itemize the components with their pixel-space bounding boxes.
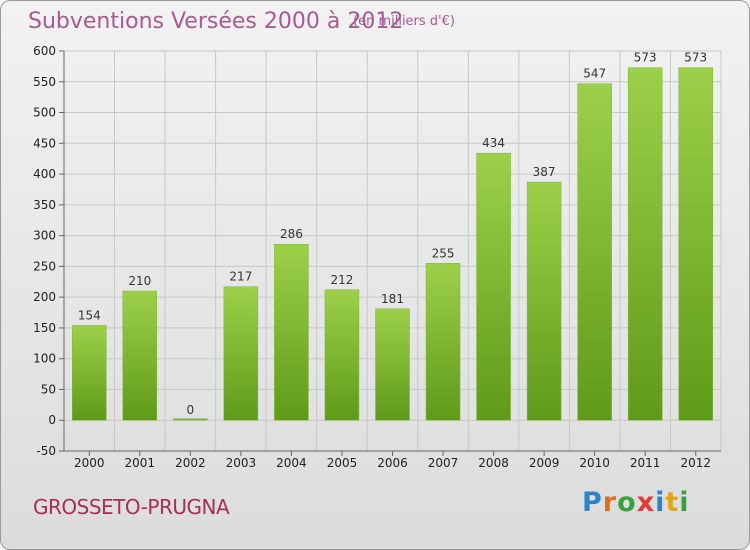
x-tick-label-2004: 2004 <box>276 456 307 470</box>
data-label-2010: 547 <box>583 67 606 81</box>
logo-letter: i <box>655 487 666 518</box>
y-tick-label: 500 <box>33 106 56 120</box>
x-tick-label-2009: 2009 <box>529 456 560 470</box>
data-label-2005: 212 <box>331 273 354 287</box>
data-label-2009: 387 <box>533 165 556 179</box>
data-label-2006: 181 <box>381 292 404 306</box>
bar-2007 <box>425 263 461 421</box>
bar-2001 <box>122 290 158 421</box>
data-label-2001: 210 <box>128 274 151 288</box>
data-label-2000: 154 <box>78 308 101 322</box>
x-tick-label-2001: 2001 <box>125 456 156 470</box>
logo-letter: t <box>665 487 680 518</box>
logo-letter: P <box>582 487 603 518</box>
x-tick-label-2003: 2003 <box>226 456 257 470</box>
y-tick-label: 100 <box>33 352 56 366</box>
y-tick-label: 300 <box>33 229 56 243</box>
x-tick-label-2000: 2000 <box>74 456 105 470</box>
x-tick-label-2002: 2002 <box>175 456 206 470</box>
bar-2005 <box>324 289 360 421</box>
chart-title: Subventions Versées 2000 à 2012 <box>28 9 404 34</box>
y-tick-label: 200 <box>33 290 56 304</box>
bar-2009 <box>526 181 562 421</box>
y-tick-label: 600 <box>33 44 56 58</box>
x-tick-label-2008: 2008 <box>478 456 509 470</box>
bar-2011 <box>627 67 663 421</box>
y-tick-label: 400 <box>33 167 56 181</box>
logo-letter: x <box>636 487 656 518</box>
data-label-2012: 573 <box>684 51 707 65</box>
bars <box>72 67 713 421</box>
data-label-2007: 255 <box>432 246 455 260</box>
bar-2004 <box>274 243 309 421</box>
x-tick-label-2005: 2005 <box>327 456 358 470</box>
bar-2003 <box>223 286 259 421</box>
y-tick-label: 550 <box>33 75 56 89</box>
y-tick-label: 0 <box>48 413 56 427</box>
commune-name: GROSSETO-PRUGNA <box>33 495 230 519</box>
bar-2008 <box>476 152 511 421</box>
y-tick-label: 250 <box>33 259 56 273</box>
data-label-2008: 434 <box>482 136 505 150</box>
y-tick-label: 50 <box>41 382 56 396</box>
logo-letter: i <box>679 487 690 518</box>
data-labels: 154 210 0 217 286 212 181 255 434 387 547 573 573 <box>78 51 707 418</box>
y-tick-label: -50 <box>36 444 56 458</box>
y-tick-label: 350 <box>33 198 56 212</box>
x-tick-label-2007: 2007 <box>428 456 459 470</box>
bar-2002 <box>173 418 208 421</box>
bar-2010 <box>577 83 612 421</box>
x-tick-label-2010: 2010 <box>579 456 610 470</box>
bar-2000 <box>72 325 107 421</box>
bar-2012 <box>678 67 713 421</box>
y-tick-label: 150 <box>33 321 56 335</box>
y-tick-label: 450 <box>33 136 56 150</box>
x-tick-label-2011: 2011 <box>630 456 661 470</box>
data-label-2002: 0 <box>187 403 195 417</box>
logo-letter: r <box>602 487 618 518</box>
chart-unit-label: (en milliers d'€) <box>353 14 455 29</box>
x-tick-label-2012: 2012 <box>680 456 711 470</box>
data-label-2003: 217 <box>229 270 252 284</box>
data-label-2011: 573 <box>634 51 657 65</box>
logo-letter: o <box>617 487 637 518</box>
data-label-2004: 286 <box>280 227 303 241</box>
bar-2006 <box>375 308 410 421</box>
proxiti-logo: Proxiti <box>582 487 690 518</box>
axes: -50 0 50 100 150 200 250 300 350 400 450 500 550 600 2… <box>33 44 721 470</box>
x-tick-label-2006: 2006 <box>377 456 408 470</box>
